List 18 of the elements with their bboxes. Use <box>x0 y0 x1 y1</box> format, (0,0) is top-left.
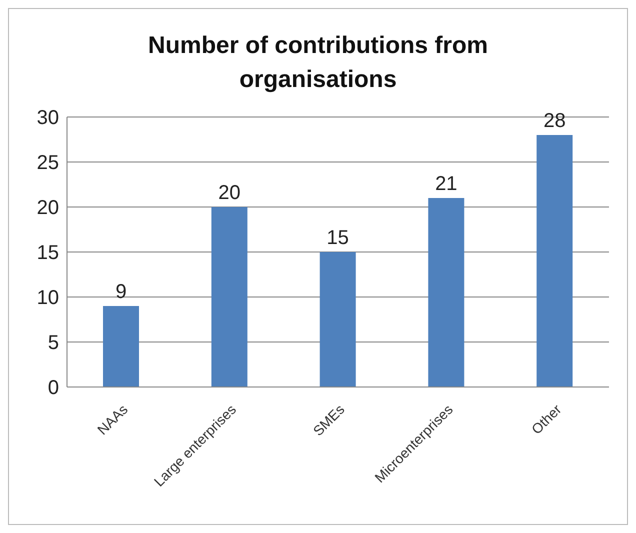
bar <box>103 306 139 387</box>
bar <box>536 135 573 387</box>
data-label: 20 <box>218 182 241 204</box>
y-tick-label: 0 <box>48 377 59 400</box>
y-tick-label: 5 <box>48 332 59 354</box>
bar <box>320 252 356 387</box>
bar <box>211 207 248 387</box>
data-label: 21 <box>435 173 458 195</box>
y-tick-label: 20 <box>36 197 59 220</box>
data-label: 15 <box>326 227 349 249</box>
y-tick-label: 25 <box>36 152 59 174</box>
chart-title: Number of contributions from organisations <box>147 31 489 95</box>
bar <box>428 198 464 387</box>
y-tick-label: 15 <box>36 242 59 264</box>
y-tick-label: 10 <box>36 287 59 310</box>
data-label: 28 <box>543 110 566 132</box>
data-label: 9 <box>115 281 127 303</box>
y-tick-label: 30 <box>36 107 59 130</box>
